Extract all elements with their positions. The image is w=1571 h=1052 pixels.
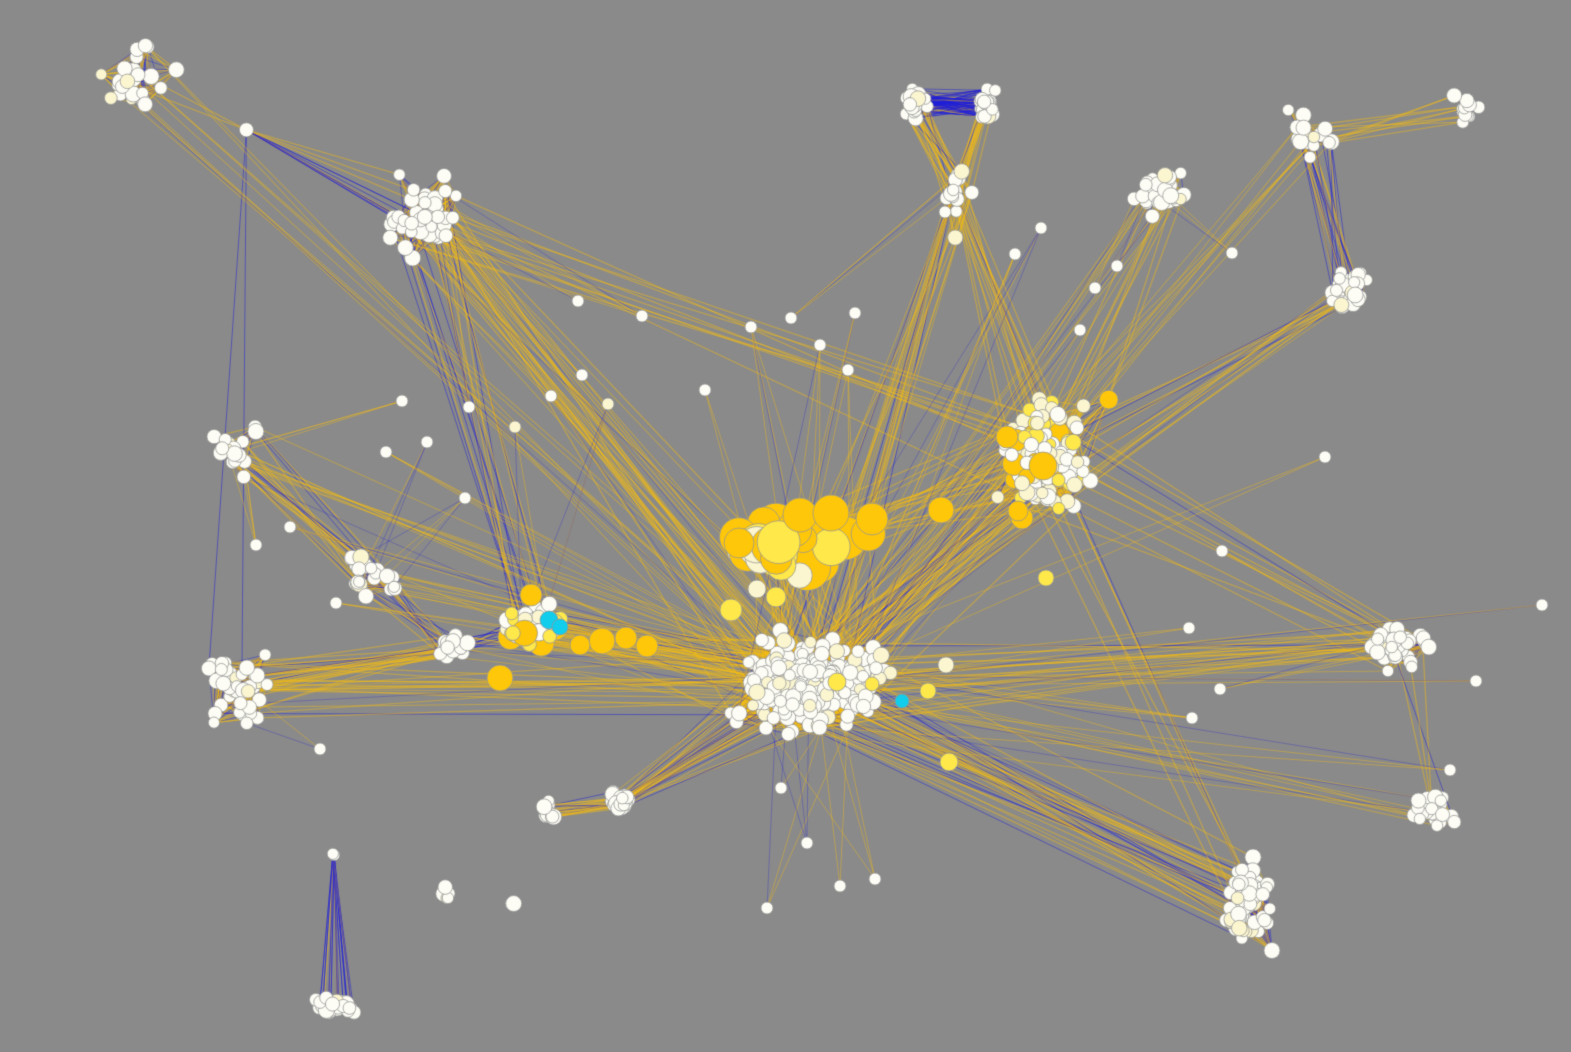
network-graph-canvas[interactable] (0, 0, 1571, 1052)
graph-visualization (0, 0, 1571, 1052)
